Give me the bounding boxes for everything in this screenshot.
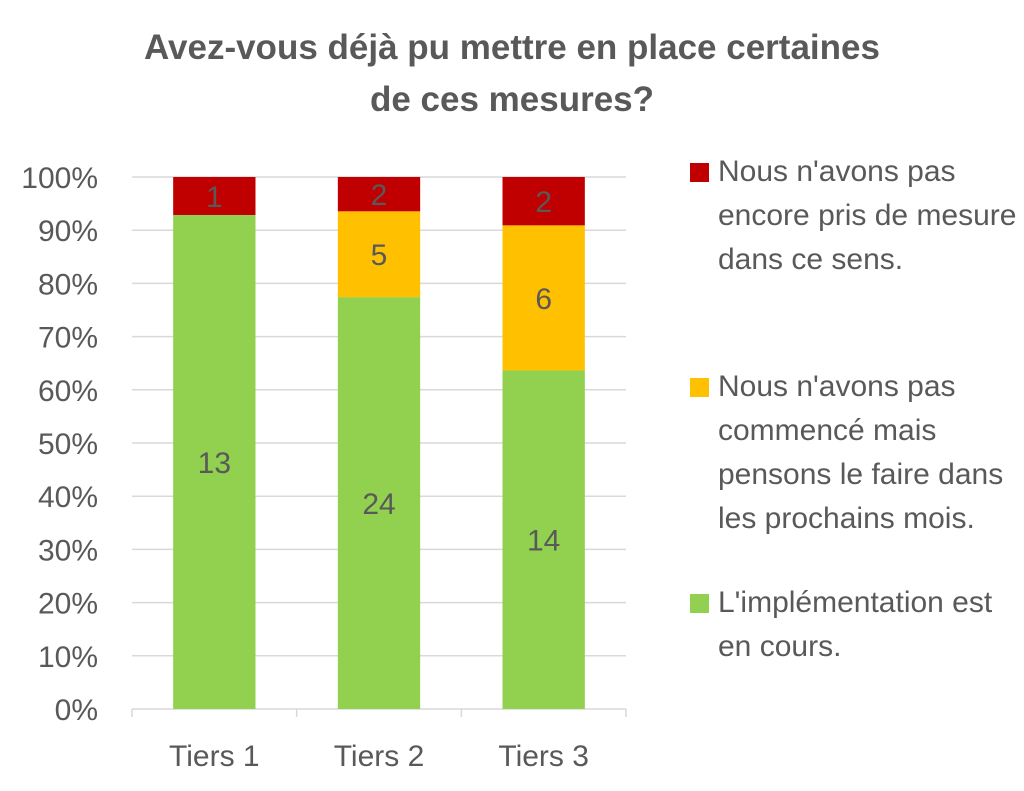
data-label: 6 [535,283,552,316]
bar-segment [502,177,585,226]
y-tick-label: 50% [38,428,98,461]
legend-label-not-yet: Nous n'avons pas encore pris de mesure d… [718,155,1017,276]
y-tick-label: 60% [38,375,98,408]
y-tick-label: 20% [38,588,98,621]
data-label: 1 [206,181,223,214]
legend-label-planned: Nous n'avons pas commencé mais pensons l… [718,370,1004,535]
bar-segment [502,370,585,709]
bar-segment [502,225,585,371]
data-label: 13 [198,447,231,480]
legend-swatch-planned [690,378,709,397]
bar-segment [337,177,421,212]
y-tick-label: 100% [21,162,98,195]
bar-segment [337,297,421,709]
legend-swatch-in-progress [690,594,709,613]
legend-swatch-not-yet [690,163,709,182]
data-label: 2 [371,179,388,212]
data-label: 14 [527,525,560,558]
bar-segment [337,211,421,298]
y-tick-label: 80% [38,268,98,301]
y-tick-label: 90% [38,215,98,248]
y-tick-label: 40% [38,481,98,514]
x-tick-label: Tiers 1 [169,740,260,773]
data-label: 5 [371,239,388,272]
bar-segment [173,177,256,215]
bar-segment [173,215,256,709]
data-label: 2 [535,186,552,219]
chart-title-line-2: de ces mesures? [369,80,655,119]
x-tick-label: Tiers 3 [498,740,589,773]
legend-label-in-progress: L'implémentation est en cours. [718,586,993,663]
chart-title-line-1: Avez-vous déjà pu mettre en place certai… [144,28,880,67]
y-tick-label: 0% [55,694,98,727]
y-tick-label: 70% [38,322,98,355]
y-tick-label: 30% [38,534,98,567]
data-label: 24 [362,488,395,521]
chart-title: Avez-vous déjà pu mettre en place certai… [0,22,1024,126]
x-tick-label: Tiers 2 [334,740,425,773]
y-tick-label: 10% [38,641,98,674]
